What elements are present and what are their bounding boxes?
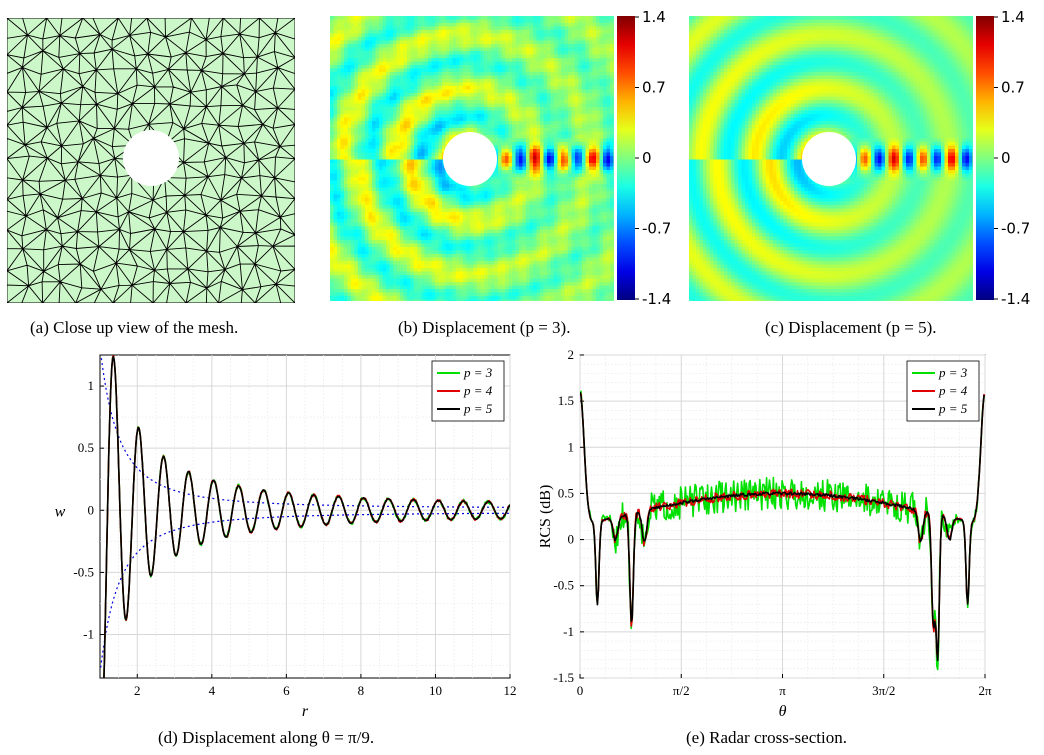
y-axis-label: w	[55, 504, 66, 521]
colorbar-tick-label: 1.4	[1001, 10, 1025, 26]
x-tick-label: 4	[209, 683, 216, 698]
x-axis-label: r	[302, 703, 309, 720]
y-tick-label: 1	[88, 378, 95, 393]
colorbar-gradient	[976, 16, 994, 300]
envelope-lower	[100, 512, 509, 668]
y-tick-label: 0.5	[558, 485, 574, 500]
legend-entry: p = 3	[463, 365, 493, 380]
rcs-line-chart: 0 π/2 π 3π/2 2π -1.5 -1 -0.5 0 0.5 1 1.5 2 θ RCS (dB) p…	[540, 347, 992, 720]
x-tick-label: 2π	[978, 683, 992, 698]
caption-c: (c) Displacement (p = 5).	[765, 318, 937, 337]
y-tick-label: 0	[568, 532, 575, 547]
caption-b: (b) Displacement (p = 3).	[398, 318, 571, 337]
caption-e: (e) Radar cross-section.	[686, 728, 847, 747]
caption-a: (a) Close up view of the mesh.	[30, 318, 239, 337]
colorbar-p3: 1.4 0.7 0 -0.7 -1.4	[617, 10, 671, 308]
grid-lines	[579, 354, 986, 679]
x-tick-label: 3π/2	[872, 683, 895, 698]
x-tick-label: 8	[358, 683, 365, 698]
legend-entry: p = 4	[463, 383, 493, 398]
y-tick-label: 1.5	[558, 393, 574, 408]
x-tick-label: 10	[429, 683, 442, 698]
legend-entry: p = 3	[938, 365, 968, 380]
legend-entry: p = 5	[938, 401, 968, 416]
x-tick-label: 6	[283, 683, 290, 698]
y-tick-label: -1	[563, 624, 574, 639]
displacement-line-chart: 2 4 6 8 10 12 -1 -0.5 0 0.5 1 r w p = 3 p = 4 p = 5	[55, 354, 517, 720]
colorbar-tick-label: -1.4	[642, 290, 671, 308]
legend-entry: p = 4	[938, 383, 968, 398]
displacement-field-p5	[689, 16, 973, 301]
colorbar-p5: 1.4 0.7 0 -0.7 -1.4	[976, 10, 1030, 308]
colorbar-tick-label: -0.7	[642, 220, 671, 238]
displacement-field-p3	[330, 16, 614, 301]
series-p5	[580, 391, 985, 662]
y-tick-label: -0.5	[73, 564, 94, 579]
field-cells	[330, 16, 614, 301]
y-tick-label: -1.5	[553, 670, 574, 685]
caption-d: (d) Displacement along θ = π/9.	[158, 728, 375, 747]
obstacle-hole	[802, 132, 856, 186]
y-tick-label: 0	[88, 502, 95, 517]
mesh-edges	[7, 18, 295, 303]
plot-lines	[100, 355, 510, 678]
colorbar-tick-label: 0	[1001, 149, 1011, 167]
y-axis-label: RCS (dB)	[540, 485, 554, 549]
x-tick-label: 2	[134, 683, 141, 698]
chart-legend: p = 3 p = 4 p = 5	[431, 360, 505, 422]
y-tick-label: -0.5	[553, 578, 574, 593]
colorbar-tick-label: 0.7	[642, 79, 666, 97]
colorbar-tick-label: 0	[642, 149, 652, 167]
series-p5	[103, 355, 510, 678]
x-tick-label: 12	[504, 683, 517, 698]
x-tick-label: π/2	[673, 683, 690, 698]
colorbar-tick-label: -1.4	[1001, 290, 1030, 308]
mesh-plot	[7, 18, 295, 303]
chart-legend: p = 3 p = 4 p = 5	[906, 360, 980, 422]
legend-entry: p = 5	[463, 401, 493, 416]
plot-lines	[580, 390, 985, 671]
y-tick-label: -1	[83, 627, 94, 642]
colorbar-tick-label: 0.7	[1001, 79, 1025, 97]
mesh-hole	[123, 130, 179, 186]
colorbar-tick-label: -0.7	[1001, 220, 1030, 238]
colorbar-gradient	[617, 16, 635, 300]
x-tick-label: 0	[577, 683, 584, 698]
grid-lines	[100, 355, 511, 678]
y-tick-label: 1	[568, 439, 575, 454]
y-tick-label: 0.5	[78, 440, 94, 455]
x-axis-label: θ	[779, 703, 787, 720]
x-tick-label: π	[779, 683, 786, 698]
y-tick-label: 2	[568, 347, 575, 362]
obstacle-hole	[443, 132, 497, 186]
colorbar-tick-label: 1.4	[642, 10, 666, 26]
